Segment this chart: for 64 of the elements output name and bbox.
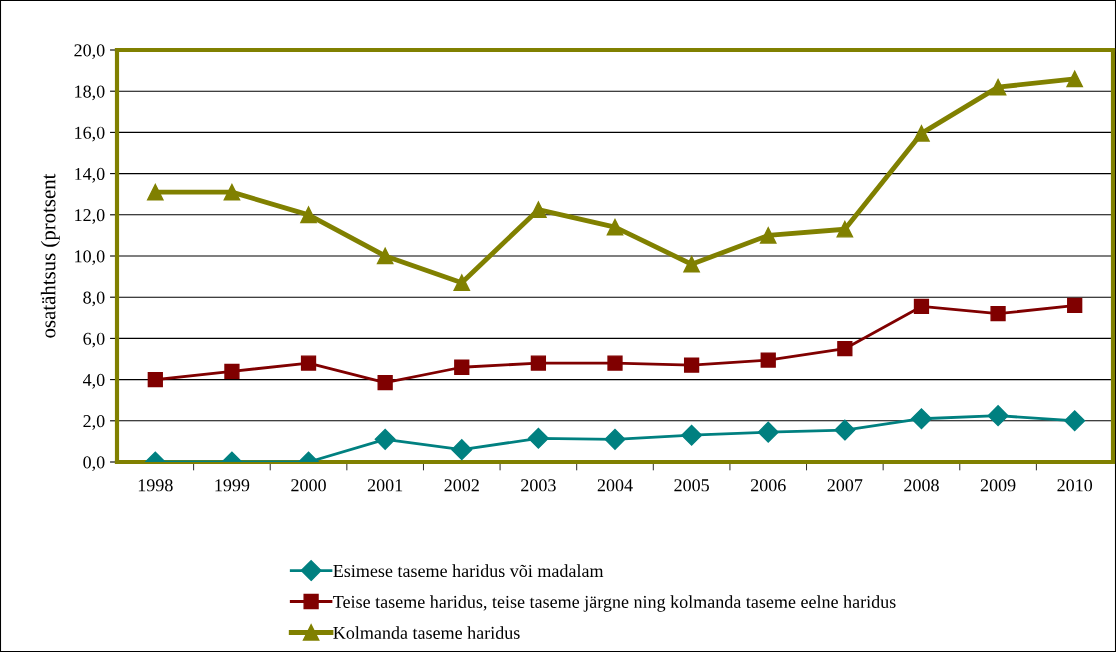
point (683, 357, 700, 373)
point (606, 218, 624, 236)
x-tick-label: 2001 (367, 479, 403, 492)
x-tick-label: 2006 (750, 479, 786, 492)
x-tick-label: 2008 (904, 479, 939, 492)
point (223, 183, 241, 201)
point (527, 427, 549, 449)
point (376, 247, 394, 265)
point (146, 183, 164, 201)
point (836, 220, 854, 238)
point (757, 421, 779, 443)
x-tick-label: 1998 (138, 479, 173, 492)
point (224, 363, 240, 379)
y-tick-label: 14,0 (75, 167, 105, 183)
y-axis-title: osatähtsus (protsent (40, 173, 60, 338)
x-tick-label: 2004 (597, 479, 633, 492)
x-tick-label: 2002 (444, 479, 479, 492)
point (530, 201, 547, 218)
x-tick-label: 2003 (521, 479, 556, 492)
point (1067, 297, 1083, 314)
point (300, 355, 317, 371)
point (760, 352, 776, 368)
y-tick-label: 18,0 (75, 85, 105, 101)
point (837, 341, 853, 357)
x-tick-label: 2010 (1057, 479, 1093, 492)
y-tick-label: 20,0 (74, 44, 105, 60)
legend-label: Esimese taseme haridus või madalam (333, 564, 604, 578)
x-tick-label: 2000 (291, 479, 326, 492)
point (987, 405, 1009, 427)
point (681, 424, 703, 446)
point (451, 439, 473, 461)
y-tick-label: 0,0 (83, 456, 105, 472)
y-tick-label: 12,0 (75, 209, 105, 224)
point (913, 298, 930, 315)
x-tick-label: 2007 (827, 479, 863, 492)
point (910, 408, 932, 430)
point (990, 306, 1006, 322)
point (683, 255, 700, 273)
legend-label: Kolmanda taseme haridus (333, 626, 520, 639)
y-tick-label: 16,0 (75, 126, 105, 142)
y-tick-label: 6,0 (83, 332, 105, 348)
point (454, 359, 470, 375)
y-tick-label: 10,0 (75, 250, 105, 266)
point (834, 419, 856, 441)
point (147, 371, 163, 388)
point (604, 428, 626, 450)
point (989, 78, 1007, 96)
point (759, 227, 777, 244)
point (377, 375, 393, 391)
point (1064, 410, 1086, 432)
point (607, 355, 623, 371)
y-tick-label: 2,0 (83, 415, 105, 430)
x-tick-label: 2009 (980, 479, 1016, 492)
legend-label: Teise taseme haridus, teise taseme järgne ning kolmanda taseme eelne haridus (333, 595, 896, 612)
y-tick-label: 8,0 (83, 291, 105, 307)
y-tick-label: 4,0 (82, 373, 105, 389)
x-tick-label: 2005 (674, 479, 709, 492)
point (530, 355, 547, 371)
point (374, 428, 396, 450)
point (1066, 70, 1084, 88)
point (300, 206, 317, 224)
x-tick-label: 1999 (215, 479, 250, 492)
point (453, 274, 471, 292)
point (913, 125, 930, 142)
